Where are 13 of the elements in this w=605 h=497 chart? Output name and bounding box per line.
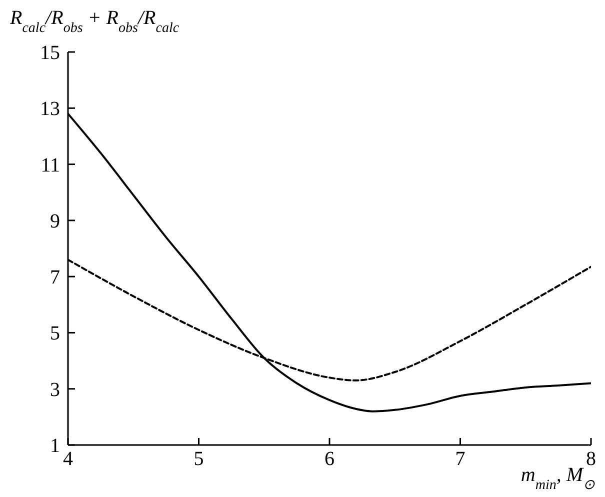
y-tick-label: 15 xyxy=(40,42,60,64)
y-tick-label: 3 xyxy=(50,378,60,401)
x-tick-label: 7 xyxy=(455,448,466,470)
y-tick-label: 1 xyxy=(50,435,60,457)
y-tick-label: 5 xyxy=(50,322,60,345)
y-tick-label: 9 xyxy=(50,210,60,232)
x-tick-label: 6 xyxy=(324,448,334,470)
y-tick-label: 7 xyxy=(50,266,60,289)
y-axis-title: R$_{calc}$/R$_{obs}$ + R$_{obs}$/R$_{calc}$ xyxy=(9,7,180,36)
y-tick-label: 13 xyxy=(40,98,60,120)
x-tick-label: 5 xyxy=(194,448,204,470)
y-tick-label: 11 xyxy=(40,154,60,176)
x-tick-label: 4 xyxy=(63,448,73,470)
